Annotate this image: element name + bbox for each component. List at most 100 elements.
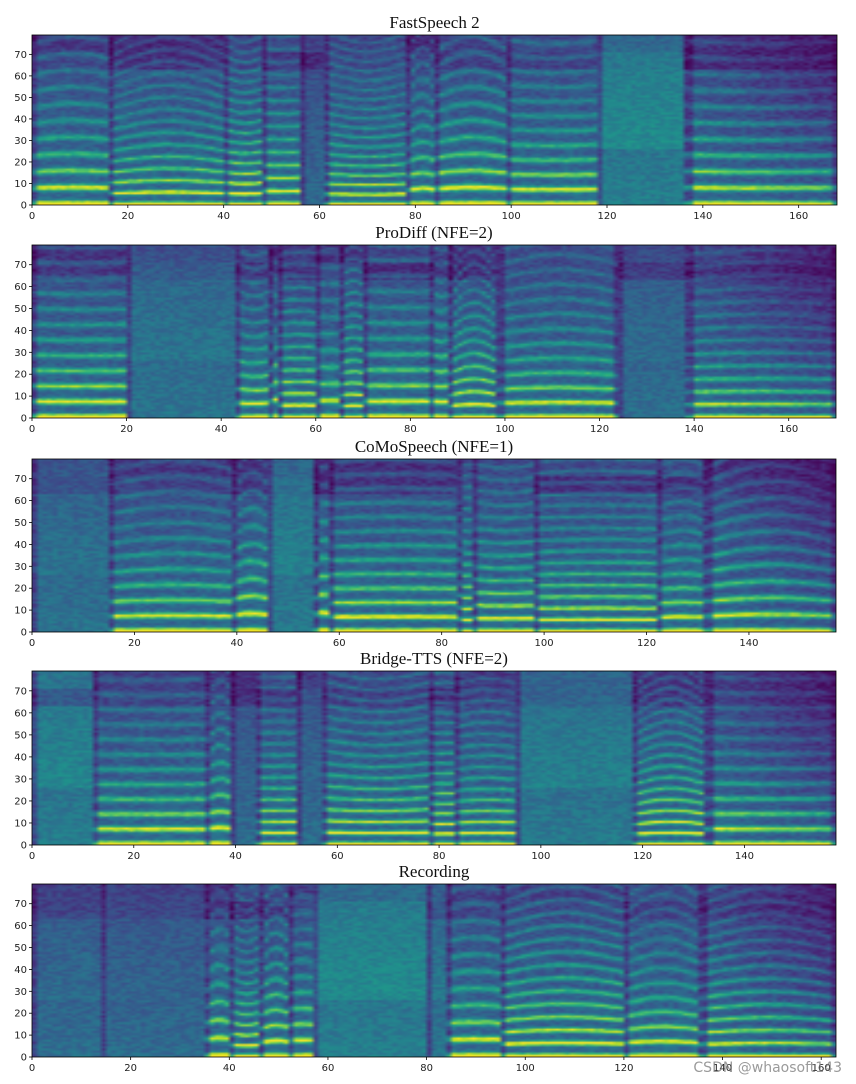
y-tick-label: 40 xyxy=(14,752,27,763)
y-tick-label: 30 xyxy=(14,136,27,147)
y-tick-label: 70 xyxy=(14,50,27,61)
y-tick-label: 70 xyxy=(14,686,27,697)
x-tick-label: 40 xyxy=(217,211,230,222)
panel-title: CoMoSpeech (NFE=1) xyxy=(355,437,513,456)
y-tick-label: 10 xyxy=(14,179,27,190)
x-tick-label: 20 xyxy=(127,851,140,862)
spectrogram-heatmap xyxy=(32,245,836,418)
x-tick-label: 0 xyxy=(29,851,35,862)
y-tick-label: 60 xyxy=(14,496,27,507)
spectrogram-heatmap xyxy=(32,459,836,632)
y-tick-label: 50 xyxy=(14,518,27,529)
y-tick-label: 60 xyxy=(14,71,27,82)
watermark-text: CSDN @whaosoft143 xyxy=(693,1060,842,1076)
y-tick-label: 50 xyxy=(14,304,27,315)
x-tick-label: 0 xyxy=(29,638,35,649)
y-tick-label: 70 xyxy=(14,899,27,910)
y-tick-label: 50 xyxy=(14,730,27,741)
x-tick-label: 60 xyxy=(331,851,344,862)
axes-frame xyxy=(31,883,837,1058)
spectrogram-panel: Bridge-TTS (NFE=2) 0 20 40 60 80 100 120 140 0 10 2… xyxy=(14,649,837,862)
spectrogram-heatmap xyxy=(32,884,836,1057)
x-tick-label: 60 xyxy=(309,424,322,435)
panel-title: ProDiff (NFE=2) xyxy=(375,223,492,242)
x-tick-label: 20 xyxy=(128,638,141,649)
y-tick-label: 60 xyxy=(14,282,27,293)
x-tick-label: 80 xyxy=(435,638,448,649)
x-tick-label: 160 xyxy=(812,1063,831,1074)
x-tick-label: 100 xyxy=(531,851,550,862)
spectrogram-heatmap xyxy=(32,35,837,205)
x-tick-label: 120 xyxy=(590,424,609,435)
panel-title: FastSpeech 2 xyxy=(389,13,479,32)
y-tick-label: 40 xyxy=(14,114,27,125)
axes-frame xyxy=(31,670,837,846)
y-tick-label: 40 xyxy=(14,326,27,337)
x-tick-label: 120 xyxy=(633,851,652,862)
y-tick-label: 20 xyxy=(14,1009,27,1020)
spectrogram-panel: FastSpeech 2 0 20 40 60 80 100 120 140 160 0 10 20 30… xyxy=(14,13,838,222)
spectrogram-panel: Recording 0 20 40 60 80 100 120 140 160 0 10 20 30 40 5… xyxy=(14,862,837,1074)
x-tick-label: 60 xyxy=(333,638,346,649)
x-tick-label: 40 xyxy=(229,851,242,862)
x-tick-label: 80 xyxy=(433,851,446,862)
spectrogram-heatmap xyxy=(32,671,836,845)
x-tick-label: 80 xyxy=(409,211,422,222)
y-tick-label: 50 xyxy=(14,943,27,954)
y-tick-label: 0 xyxy=(21,414,27,425)
x-tick-label: 80 xyxy=(420,1063,433,1074)
y-tick-label: 30 xyxy=(14,348,27,359)
x-tick-label: 120 xyxy=(597,211,616,222)
y-tick-label: 10 xyxy=(14,818,27,829)
y-tick-label: 20 xyxy=(14,584,27,595)
x-tick-label: 160 xyxy=(789,211,808,222)
x-tick-label: 0 xyxy=(29,211,35,222)
y-tick-label: 60 xyxy=(14,708,27,719)
spectrogram-panel: CoMoSpeech (NFE=1) 0 20 40 60 80 100 120 140 0 10 2… xyxy=(14,437,837,649)
x-tick-label: 20 xyxy=(120,424,133,435)
x-tick-label: 60 xyxy=(322,1063,335,1074)
x-tick-label: 100 xyxy=(535,638,554,649)
axes-frame xyxy=(31,458,837,633)
x-tick-label: 140 xyxy=(739,638,758,649)
y-tick-label: 70 xyxy=(14,260,27,271)
x-tick-label: 0 xyxy=(29,424,35,435)
x-tick-label: 20 xyxy=(121,211,134,222)
x-tick-label: 60 xyxy=(313,211,326,222)
x-tick-label: 80 xyxy=(404,424,417,435)
x-tick-label: 20 xyxy=(124,1063,137,1074)
y-tick-label: 0 xyxy=(21,841,27,852)
y-tick-label: 0 xyxy=(21,628,27,639)
x-tick-label: 100 xyxy=(495,424,514,435)
panel-title: Recording xyxy=(399,862,470,881)
y-tick-label: 50 xyxy=(14,93,27,104)
x-tick-label: 100 xyxy=(502,211,521,222)
x-tick-label: 40 xyxy=(215,424,228,435)
y-tick-label: 70 xyxy=(14,474,27,485)
y-tick-label: 10 xyxy=(14,392,27,403)
axes-frame xyxy=(31,34,838,206)
y-tick-label: 20 xyxy=(14,370,27,381)
spectrogram-panel: ProDiff (NFE=2) 0 20 40 60 80 100 120 140 160 0 10 2… xyxy=(14,223,837,435)
y-tick-label: 20 xyxy=(14,157,27,168)
x-tick-label: 140 xyxy=(713,1063,732,1074)
y-tick-label: 20 xyxy=(14,796,27,807)
x-tick-label: 160 xyxy=(779,424,798,435)
panel-title: Bridge-TTS (NFE=2) xyxy=(360,649,508,668)
y-tick-label: 40 xyxy=(14,965,27,976)
y-tick-label: 40 xyxy=(14,540,27,551)
x-tick-label: 120 xyxy=(637,638,656,649)
y-tick-label: 60 xyxy=(14,921,27,932)
y-tick-label: 10 xyxy=(14,1031,27,1042)
axes-frame xyxy=(31,244,837,419)
y-tick-label: 30 xyxy=(14,987,27,998)
x-tick-label: 100 xyxy=(516,1063,535,1074)
x-tick-label: 140 xyxy=(685,424,704,435)
x-tick-label: 0 xyxy=(29,1063,35,1074)
x-tick-label: 140 xyxy=(693,211,712,222)
y-tick-label: 0 xyxy=(21,1053,27,1064)
y-tick-label: 30 xyxy=(14,774,27,785)
x-tick-label: 40 xyxy=(230,638,243,649)
y-tick-label: 30 xyxy=(14,562,27,573)
